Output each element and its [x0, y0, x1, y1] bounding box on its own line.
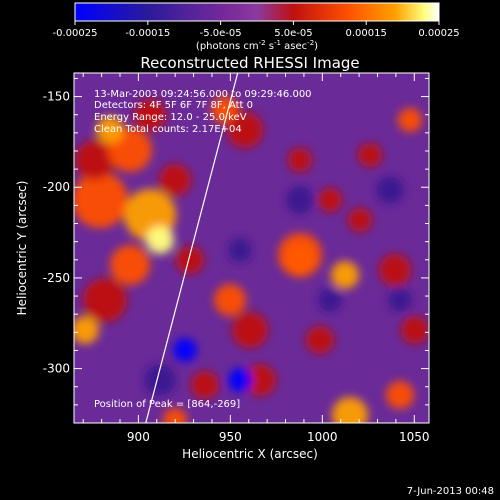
- colorbar-unit-label: (photons cm-2 s-1 asec-2): [196, 39, 318, 52]
- colorbar-tick-label: 0.00015: [346, 28, 387, 39]
- colorbar-tick-label: -0.00025: [53, 28, 98, 39]
- colorbar-tick-label: 0.00025: [418, 28, 459, 39]
- intensity-blob: [96, 116, 124, 144]
- x-tick-label: 950: [219, 430, 242, 444]
- x-tick-label: 1050: [399, 430, 430, 444]
- intensity-blob: [74, 316, 99, 344]
- intensity-blob: [398, 108, 422, 132]
- intensity-blob: [278, 233, 322, 277]
- colorbar-tick-label: -0.00015: [125, 28, 170, 39]
- intensity-blob: [306, 326, 334, 354]
- intensity-blob: [331, 261, 359, 289]
- intensity-blob: [144, 364, 176, 396]
- intensity-blob: [348, 208, 372, 232]
- x-tick-label: 900: [127, 430, 150, 444]
- intensity-blob: [83, 278, 127, 322]
- intensity-blob: [173, 338, 197, 362]
- intensity-blob: [75, 140, 115, 180]
- y-axis: -150 -200 -250 -300: [43, 77, 429, 406]
- intensity-blob: [163, 408, 187, 423]
- y-axis-label: Heliocentric Y (arcsec): [15, 181, 29, 316]
- chart-title: Reconstructed RHESSI Image: [140, 54, 359, 72]
- intensity-blob: [386, 381, 414, 409]
- intensity-blob: [379, 254, 411, 286]
- plot-image: [74, 73, 429, 423]
- colorbar-gradient: [74, 2, 440, 22]
- x-axis-label: Heliocentric X (arcsec): [182, 447, 318, 461]
- x-tick-label: 1000: [307, 430, 338, 444]
- colorbar-tick-label: 5.0e-05: [274, 28, 312, 39]
- intensity-blob: [176, 246, 204, 274]
- y-tick-label: -200: [43, 180, 70, 194]
- annotation-clean: Clean Total counts: 2.17E+04: [94, 124, 242, 135]
- annotations: 13-Mar-2003 09:24:56.000 to 09:29:46.000…: [94, 89, 312, 410]
- intensity-blob: [74, 172, 128, 228]
- intensity-blob: [318, 288, 342, 312]
- intensity-blob: [191, 371, 219, 399]
- intensity-blob: [332, 397, 368, 423]
- intensity-blob: [286, 186, 314, 214]
- solar-limb-line: [145, 73, 239, 423]
- intensity-blob: [318, 188, 342, 212]
- annotation-time: 13-Mar-2003 09:24:56.000 to 09:29:46.000: [94, 89, 312, 100]
- plot-frame: [73, 72, 430, 424]
- intensity-blob: [146, 226, 174, 254]
- intensity-blob: [211, 96, 239, 124]
- intensity-blob: [228, 368, 252, 392]
- y-tick-label: -250: [43, 271, 70, 285]
- annotation-detectors: Detectors: 4F 5F 6F 7F 8F, Att 0: [94, 100, 253, 111]
- intensity-blob: [159, 164, 191, 196]
- annotation-energy: Energy Range: 12.0 - 25.0 keV: [94, 112, 247, 123]
- intensity-blob: [401, 316, 429, 344]
- colorbar: -0.00025 -0.00015 -5.0e-05 5.0e-05 0.00015 0.…: [53, 2, 460, 52]
- intensity-blob: [110, 245, 150, 285]
- intensity-blob: [388, 288, 412, 312]
- intensity-blob: [227, 112, 263, 148]
- intensity-blob: [288, 148, 312, 172]
- intensity-blob: [376, 176, 404, 204]
- intensity-blob: [244, 364, 276, 396]
- intensity-blob: [358, 143, 382, 167]
- intensity-blob: [214, 284, 246, 316]
- annotation-peak: Position of Peak = [864,-269]: [94, 399, 240, 410]
- y-tick-label: -300: [43, 362, 70, 376]
- intensity-blob: [134, 99, 166, 131]
- x-axis: 900 950 1000 1050: [82, 73, 430, 444]
- intensity-blob: [232, 312, 268, 348]
- intensity-blob: [228, 238, 252, 262]
- colorbar-tick-label: -5.0e-05: [200, 28, 242, 39]
- footer-date: 7-Jun-2013 00:48: [407, 486, 494, 497]
- y-tick-label: -150: [43, 90, 70, 104]
- colorbar-ticks: -0.00025 -0.00015 -5.0e-05 5.0e-05 0.00015 0.…: [53, 21, 460, 39]
